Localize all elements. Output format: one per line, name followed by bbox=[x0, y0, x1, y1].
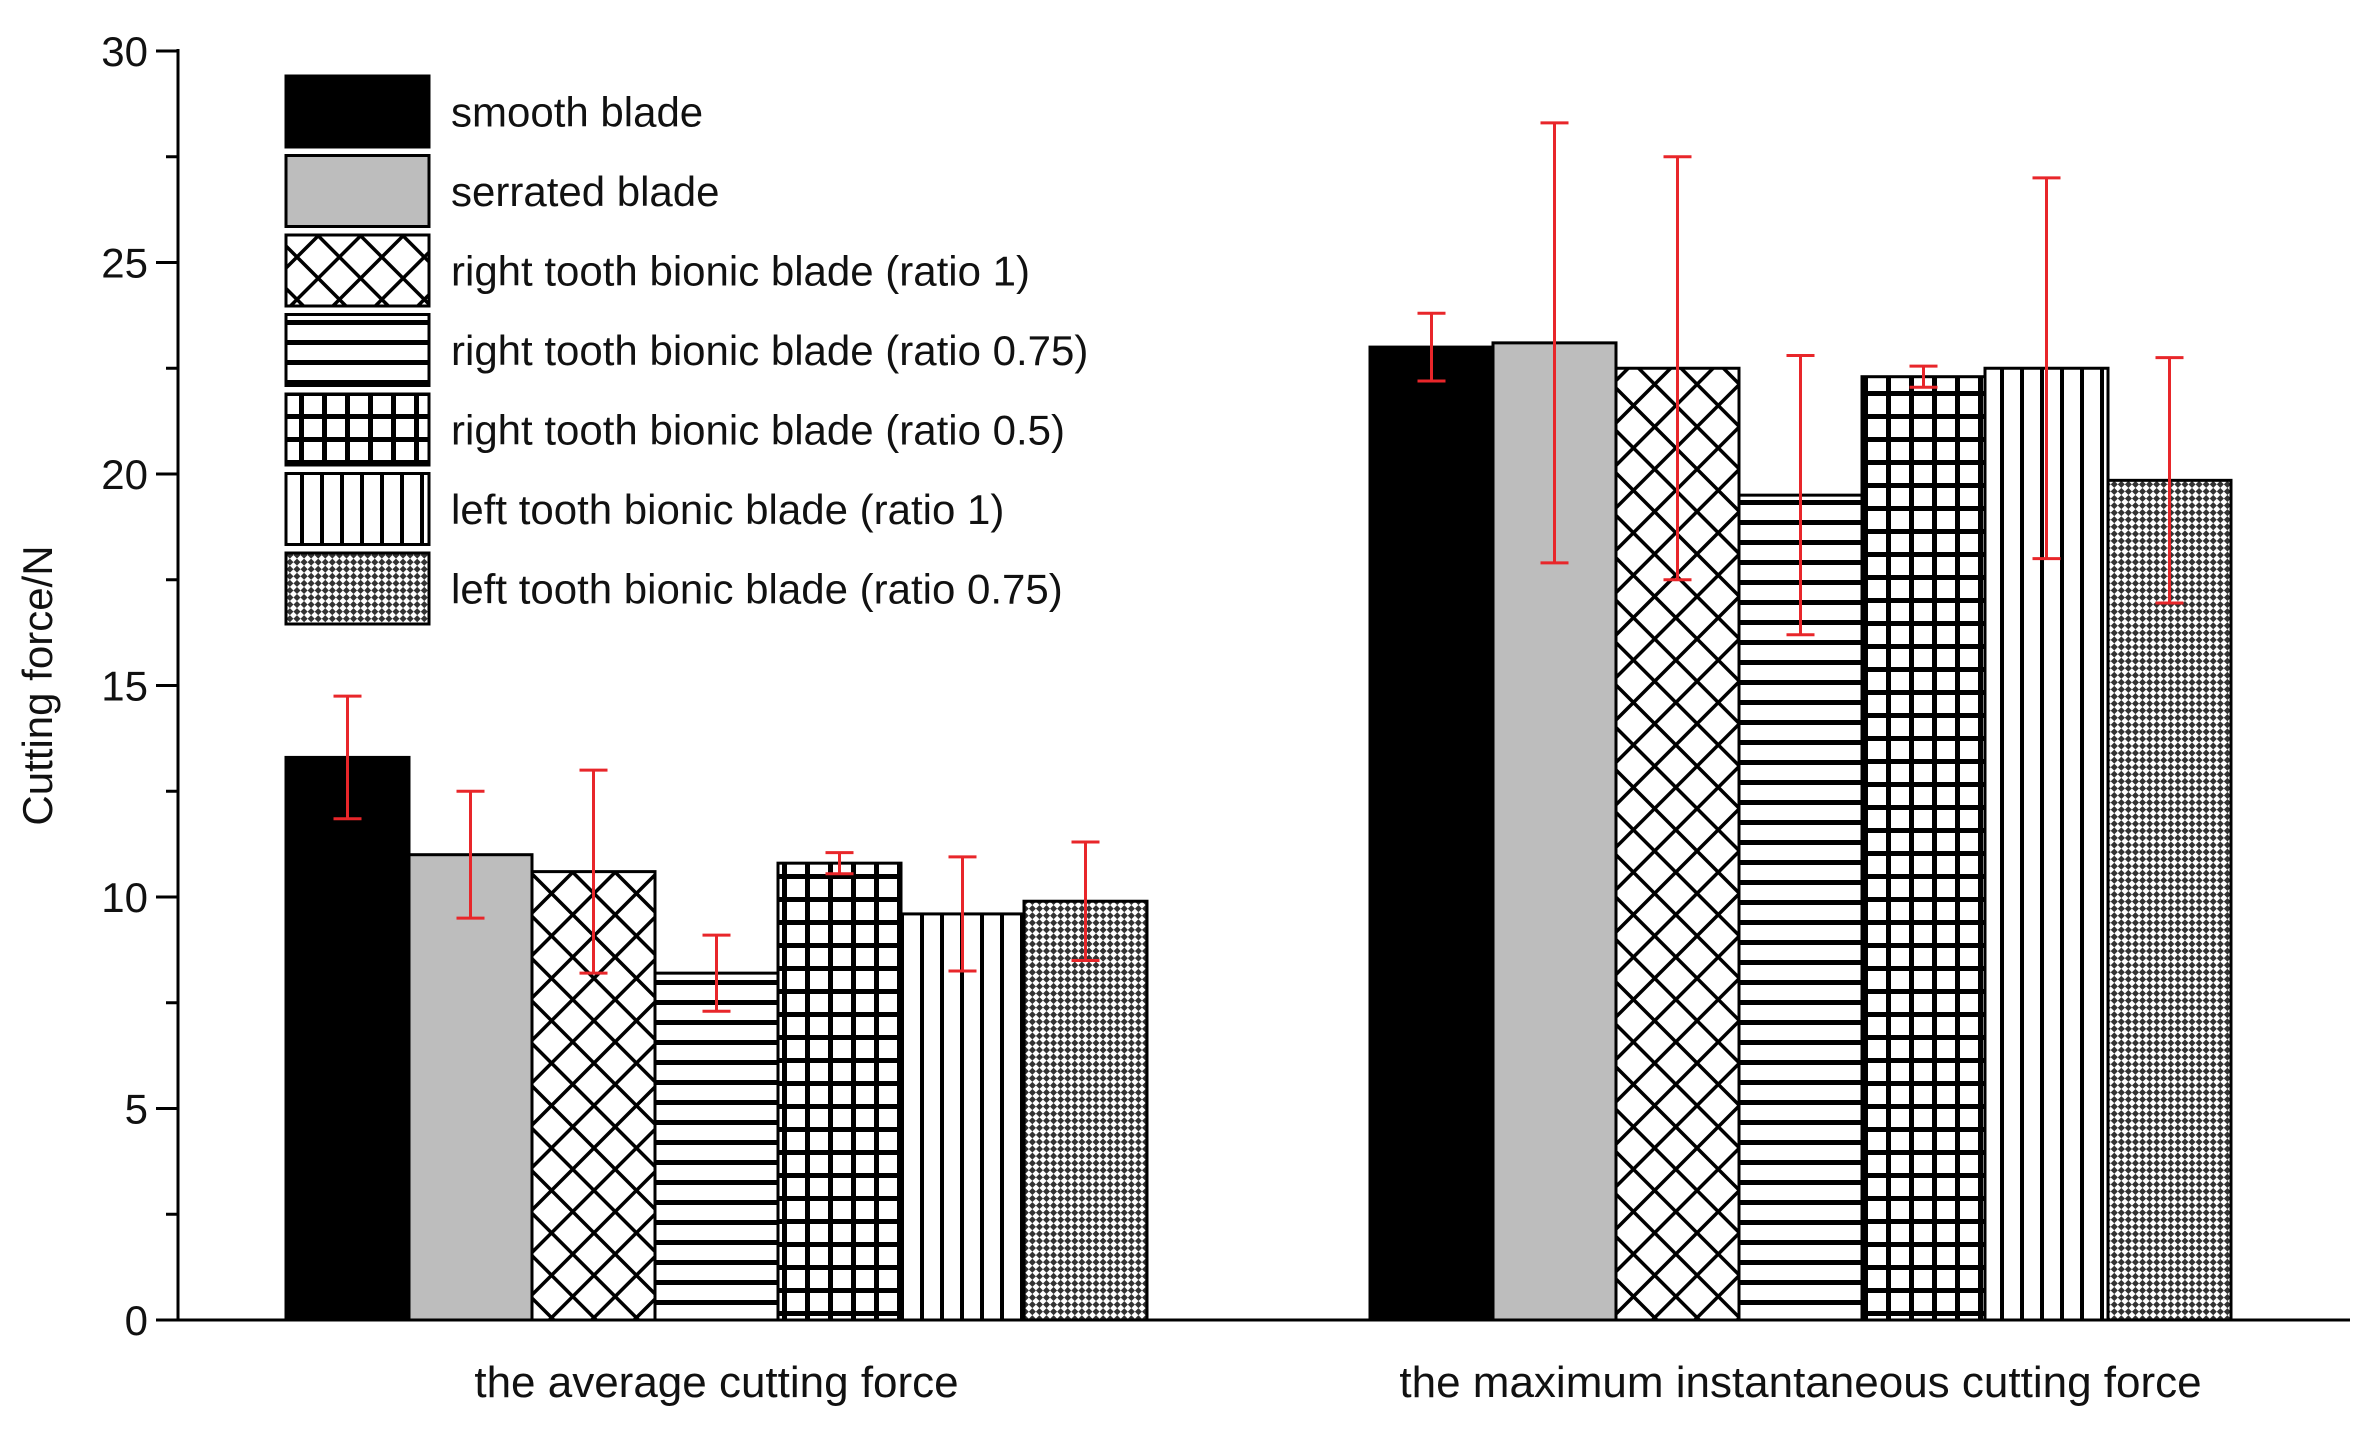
category-label: the maximum instantaneous cutting force bbox=[1399, 1358, 2201, 1407]
error-bars bbox=[333, 121, 2184, 1013]
bar-average-1 bbox=[284, 755, 411, 1322]
bar-maximum-7 bbox=[2106, 478, 2233, 1322]
bar-average-2 bbox=[407, 853, 534, 1322]
legend-label-2: serrated blade bbox=[451, 168, 720, 215]
category-label: the average cutting force bbox=[474, 1358, 958, 1407]
axes: 0 5 10 15 20 25 30 Cutting force/N the average c… bbox=[14, 28, 2350, 1407]
bar-maximum-1 bbox=[1368, 345, 1495, 1322]
bar-maximum-5 bbox=[1860, 375, 1987, 1322]
y-tick-label: 25 bbox=[101, 240, 148, 287]
y-tick-label: 20 bbox=[101, 451, 148, 498]
y-tick-label: 5 bbox=[125, 1086, 148, 1133]
bar-average-6 bbox=[899, 912, 1026, 1322]
legend-label-3: right tooth bionic blade (ratio 1) bbox=[451, 248, 1030, 295]
y-tick-label: 0 bbox=[125, 1297, 148, 1344]
legend-label-6: left tooth bionic blade (ratio 1) bbox=[451, 486, 1004, 533]
bars bbox=[284, 341, 2233, 1322]
legend-label-5: right tooth bionic blade (ratio 0.5) bbox=[451, 407, 1065, 454]
legend: smooth blade serrated blade right tooth bi… bbox=[284, 74, 1088, 626]
legend-label-4: right tooth bionic blade (ratio 0.75) bbox=[451, 327, 1088, 374]
bar-average-5 bbox=[776, 861, 903, 1322]
y-tick-label: 15 bbox=[101, 663, 148, 710]
legend-swatch-4 bbox=[284, 313, 431, 387]
legend-label-1: smooth blade bbox=[451, 89, 703, 136]
legend-swatch-1 bbox=[284, 74, 431, 149]
bar-average-7 bbox=[1022, 899, 1149, 1322]
bar-average-4 bbox=[653, 971, 780, 1322]
legend-swatch-3 bbox=[284, 233, 431, 308]
y-tick-label: 10 bbox=[101, 874, 148, 921]
legend-swatch-2 bbox=[284, 154, 431, 228]
y-axis-title: Cutting force/N bbox=[14, 545, 61, 825]
y-tick-label: 30 bbox=[101, 28, 148, 75]
legend-swatch-7 bbox=[284, 551, 431, 626]
legend-swatch-5 bbox=[284, 392, 431, 467]
legend-swatch-6 bbox=[284, 472, 431, 546]
legend-label-7: left tooth bionic blade (ratio 0.75) bbox=[451, 566, 1063, 613]
